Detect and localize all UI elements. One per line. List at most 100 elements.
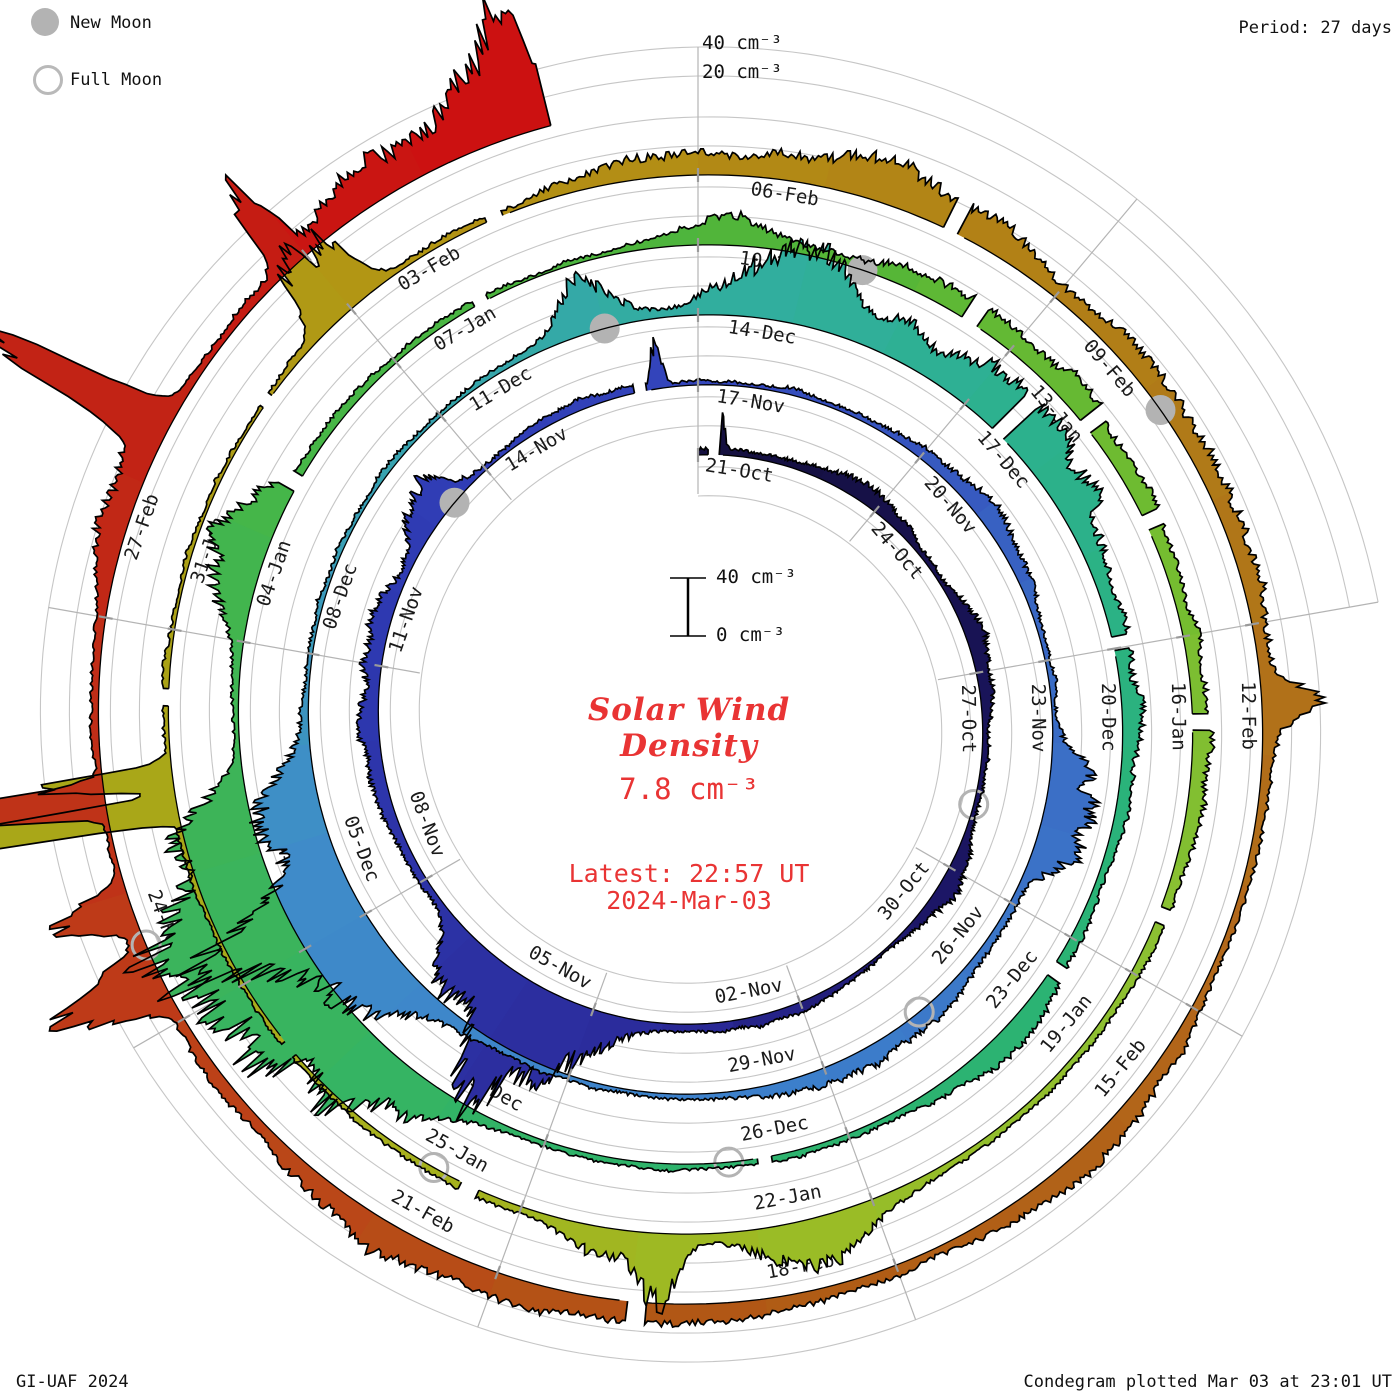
- baseline-tick: [374, 663, 389, 669]
- density-fill-segment: [1056, 937, 1080, 969]
- baseline-tick: [494, 1265, 502, 1280]
- density-series-fill: [0, 0, 1326, 1328]
- density-fill-segment: [501, 178, 575, 216]
- density-fill-segment: [294, 437, 325, 477]
- baseline-tick: [1107, 646, 1122, 651]
- density-baseline: [168, 407, 264, 689]
- new-moon-legend-icon: [31, 8, 59, 36]
- density-outline: [1160, 729, 1217, 912]
- full-moon-marker: [903, 996, 935, 1028]
- density-fill-segment: [976, 670, 995, 741]
- density-fill-segment: [630, 1229, 761, 1314]
- density-fill-segment: [845, 1085, 946, 1140]
- density-fill-segment: [1062, 972, 1141, 1073]
- density-fill-segment: [308, 562, 337, 654]
- full-moon-legend-icon: [33, 65, 63, 95]
- new-moon-legend-label: New Moon: [70, 13, 152, 33]
- tick-marks: [98, 168, 1260, 1280]
- density-baseline: [1091, 434, 1143, 516]
- density-fill-segment: [1090, 421, 1160, 516]
- density-baseline: [478, 921, 1156, 1235]
- density-fill-segment: [1009, 336, 1103, 421]
- density-fill-segment: [0, 331, 214, 483]
- density-baseline: [167, 706, 282, 1037]
- density-fill-segment: [381, 811, 427, 884]
- density-fill-segment: [1069, 844, 1117, 945]
- density-fill-segment: [359, 585, 401, 667]
- density-fill-segment: [206, 517, 273, 642]
- density-fill-segment: [569, 148, 701, 193]
- latest-density-value: 7.8 cm⁻³: [619, 772, 759, 806]
- density-fill-segment: [188, 870, 245, 987]
- density-outline: [355, 382, 997, 1123]
- density-baseline: [295, 1054, 460, 1182]
- radial-spoke: [937, 601, 1379, 681]
- density-baseline: [980, 328, 1081, 421]
- density-fill-segment: [1112, 1007, 1199, 1131]
- date-label: 22-Jan: [752, 1180, 824, 1214]
- density-fill-segment: [1130, 921, 1164, 979]
- baseline-tick: [959, 398, 970, 411]
- density-fill-segment: [1148, 523, 1201, 639]
- density-fill-segment: [859, 923, 918, 973]
- baseline-tick: [565, 1068, 573, 1083]
- baseline-tick: [305, 651, 320, 657]
- density-baseline: [301, 306, 476, 477]
- full-moon-marker: [418, 1152, 450, 1183]
- density-baseline: [509, 174, 944, 228]
- density-fill-segment: [517, 1206, 639, 1275]
- baseline-tick: [1003, 897, 1017, 907]
- density-baseline: [272, 221, 487, 394]
- density-outline: [1002, 403, 1132, 638]
- density-fill-segment: [249, 742, 328, 851]
- density-fill-segment: [0, 754, 127, 907]
- density-fill-segment: [354, 1212, 498, 1299]
- density-fill-segment: [173, 1016, 269, 1135]
- density-fill-segment: [309, 228, 458, 309]
- density-outline: [0, 0, 629, 1325]
- baseline-tick: [359, 909, 373, 919]
- scale-bar: [670, 577, 706, 637]
- density-fill-segment: [1054, 284, 1166, 392]
- density-fill-segment: [238, 981, 285, 1045]
- baseline-tick: [1244, 622, 1260, 627]
- density-fill-segment: [483, 416, 551, 470]
- date-label: 26-Dec: [739, 1112, 811, 1146]
- density-baseline: [1006, 442, 1113, 638]
- scalebar-label-top: 40 cm⁻³: [716, 566, 797, 588]
- density-fill-segment: [645, 337, 700, 391]
- baseline-tick: [1185, 1002, 1199, 1012]
- density-fill-segment: [762, 1265, 901, 1315]
- density-fill-segment: [698, 238, 810, 324]
- density-fill-segment: [1192, 730, 1215, 754]
- density-fill-segment: [1114, 648, 1146, 750]
- density-fill-segment: [1107, 746, 1139, 850]
- baseline-tick: [892, 1258, 900, 1273]
- density-outline: [1056, 647, 1148, 970]
- date-label: 02-Nov: [713, 974, 785, 1008]
- density-outline: [292, 301, 476, 477]
- density-fill-segment: [698, 378, 779, 392]
- baseline-tick: [820, 1060, 828, 1075]
- density-fill-segment: [1012, 1115, 1128, 1219]
- footer-plot-time: Condegram plotted Mar 03 at 23:01 UT: [1023, 1372, 1392, 1392]
- density-fill-segment: [1252, 621, 1326, 759]
- density-fill-segment: [964, 364, 1028, 429]
- period-label: Period: 27 days: [1238, 18, 1392, 38]
- density-fill-segment: [1161, 864, 1185, 911]
- date-label: 27-Oct: [957, 684, 980, 753]
- baseline-tick: [391, 356, 402, 369]
- baseline-tick: [237, 979, 252, 989]
- density-baseline: [771, 974, 1049, 1157]
- density-fill-segment: [451, 218, 487, 238]
- baseline-tick: [796, 995, 804, 1010]
- density-fill-segment: [1241, 754, 1276, 890]
- density-outline: [499, 146, 960, 228]
- density-fill-segment: [1190, 884, 1249, 1014]
- density-fill-segment: [1032, 444, 1107, 558]
- baseline-tick: [542, 1134, 549, 1148]
- density-outline: [160, 404, 264, 690]
- chart-title-line1: Solar Wind: [587, 692, 791, 728]
- date-label: 29-Nov: [726, 1043, 798, 1077]
